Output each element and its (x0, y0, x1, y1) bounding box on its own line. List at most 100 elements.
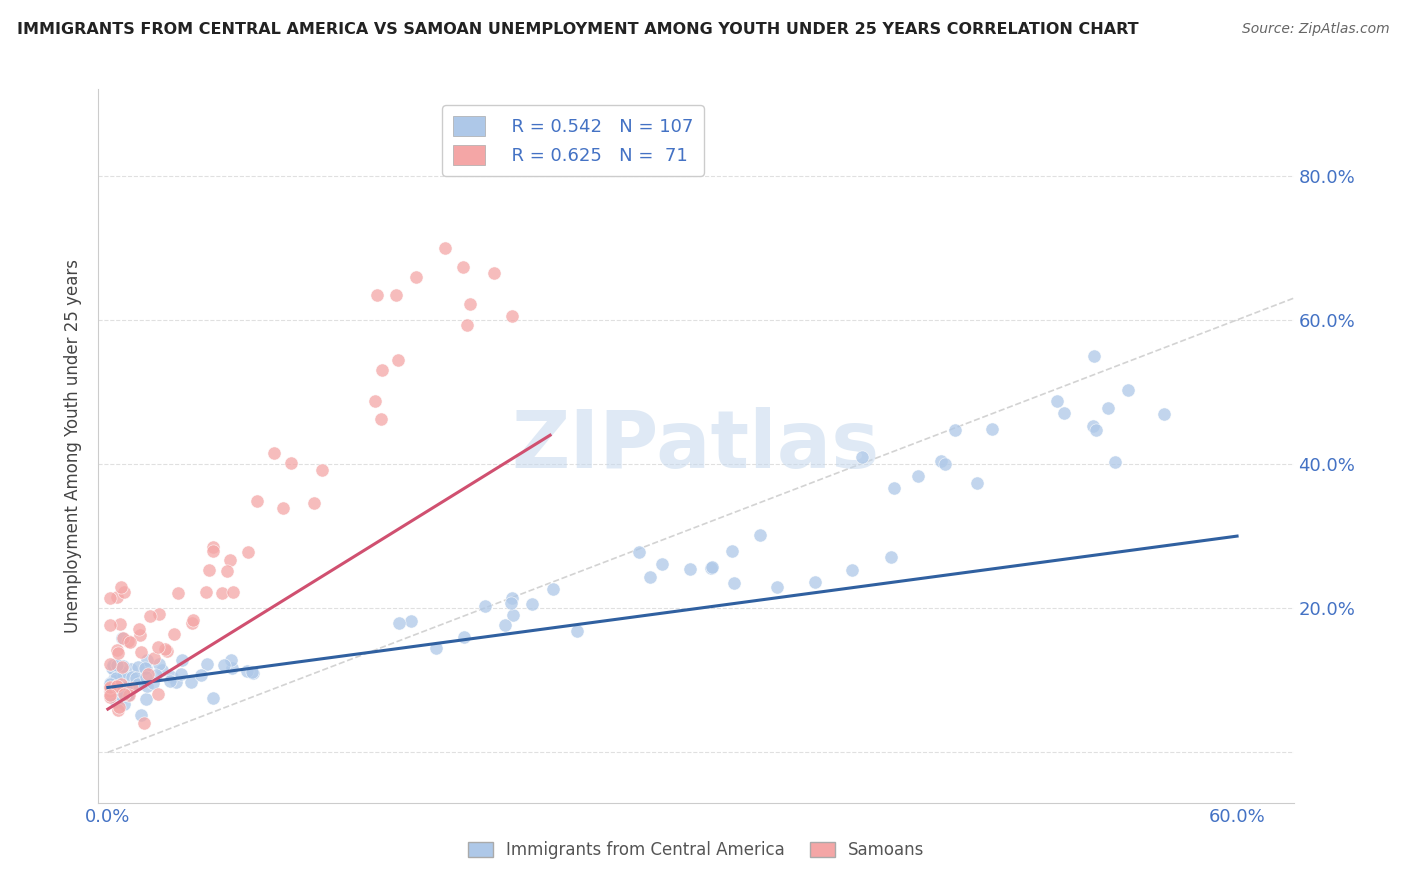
Point (841, 563, 863, 577)
Point (100, 689, 122, 703)
Point (142, 676, 165, 690)
Point (107, 703, 129, 717)
Point (128, 622, 150, 636)
Point (700, 559, 723, 574)
Point (115, 681, 138, 695)
Point (501, 591, 523, 605)
Point (146, 640, 169, 654)
Point (981, 422, 1004, 436)
Point (1053, 406, 1076, 420)
Point (370, 411, 392, 425)
Point (111, 632, 134, 646)
Point (766, 580, 789, 594)
Point (720, 544, 742, 558)
Point (242, 665, 264, 680)
Point (121, 681, 143, 695)
Point (700, 561, 723, 575)
Point (117, 690, 139, 704)
Point (1104, 455, 1126, 469)
Point (160, 670, 183, 684)
Point (482, 266, 505, 280)
Point (110, 580, 132, 594)
Legend: Immigrants from Central America, Samoans: Immigrants from Central America, Samoans (461, 835, 931, 866)
Point (371, 363, 394, 377)
Point (195, 657, 218, 671)
Point (366, 287, 388, 301)
Point (153, 641, 176, 656)
Point (107, 687, 129, 701)
Point (280, 457, 302, 471)
Point (117, 689, 139, 703)
Point (1083, 349, 1105, 363)
Point (127, 660, 149, 674)
Point (165, 674, 187, 689)
Point (242, 665, 264, 680)
Point (128, 674, 150, 689)
Point (105, 665, 128, 679)
Point (128, 628, 150, 642)
Point (98, 618, 121, 632)
Point (929, 454, 952, 468)
Point (135, 692, 157, 706)
Point (148, 607, 170, 621)
Point (105, 657, 128, 672)
Point (104, 695, 127, 709)
Point (98, 676, 121, 690)
Point (1084, 423, 1107, 437)
Point (425, 641, 447, 656)
Point (502, 607, 524, 622)
Point (934, 457, 956, 471)
Point (104, 666, 127, 681)
Point (541, 582, 564, 597)
Point (907, 469, 929, 483)
Point (197, 563, 219, 577)
Point (456, 318, 478, 332)
Point (105, 672, 128, 686)
Point (108, 700, 131, 714)
Point (112, 585, 135, 599)
Point (494, 617, 516, 632)
Point (384, 287, 406, 301)
Point (453, 630, 475, 644)
Point (104, 665, 127, 679)
Point (803, 575, 825, 590)
Point (311, 462, 333, 476)
Point (98, 657, 121, 672)
Point (520, 598, 543, 612)
Point (851, 450, 873, 465)
Point (98, 681, 121, 695)
Point (399, 614, 422, 628)
Y-axis label: Unemployment Among Youth under 25 years: Unemployment Among Youth under 25 years (65, 259, 83, 633)
Point (679, 561, 702, 575)
Point (139, 609, 162, 624)
Point (181, 616, 204, 631)
Point (112, 687, 135, 701)
Point (1046, 393, 1069, 408)
Point (966, 475, 988, 490)
Point (143, 650, 166, 665)
Point (111, 632, 134, 646)
Text: ZIPatlas: ZIPatlas (512, 407, 880, 485)
Point (136, 667, 159, 681)
Point (364, 393, 387, 408)
Point (98, 684, 121, 698)
Point (222, 585, 245, 599)
Point (120, 661, 142, 675)
Point (181, 613, 204, 627)
Point (135, 661, 157, 675)
Point (651, 558, 673, 572)
Point (112, 697, 135, 711)
Point (117, 634, 139, 648)
Point (219, 653, 242, 667)
Point (145, 668, 167, 682)
Point (1153, 407, 1175, 421)
Point (111, 668, 134, 682)
Point (118, 635, 141, 649)
Point (111, 665, 134, 679)
Point (180, 675, 202, 690)
Point (723, 576, 745, 591)
Point (434, 241, 457, 255)
Point (565, 624, 588, 639)
Point (501, 310, 523, 324)
Point (135, 670, 157, 684)
